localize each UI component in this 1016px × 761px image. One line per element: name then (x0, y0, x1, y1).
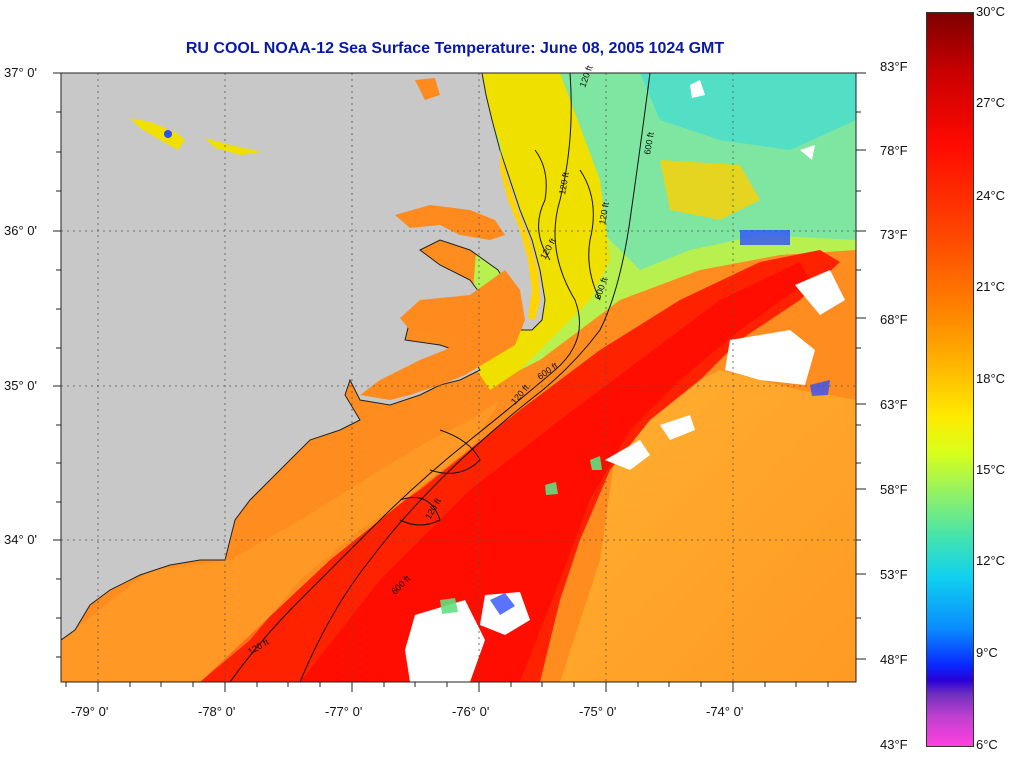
temperature-colorbar (926, 12, 974, 747)
yellow-patch-north (660, 160, 760, 220)
axis-ticks (53, 72, 866, 692)
c-label: 9°C (976, 645, 998, 660)
outer-banks (500, 150, 540, 320)
lat-label-35: 35° 0' (4, 378, 37, 393)
inland-river-north (130, 118, 185, 150)
isobath-label: 120 ft (557, 171, 571, 195)
graticule (61, 73, 856, 682)
nearshore-band (61, 400, 500, 682)
map-frame (60, 72, 857, 683)
isobath-label: 600 ft (642, 131, 656, 155)
map-title: RU COOL NOAA-12 Sea Surface Temperature:… (185, 40, 725, 57)
isobath-contours (229, 73, 651, 682)
f-label: 83°F (880, 59, 908, 74)
lat-label-36: 36° 0' (4, 223, 37, 238)
inland-lake (164, 130, 172, 138)
cloud-edges (490, 230, 830, 615)
c-label: 6°C (976, 737, 998, 752)
c-label: 30°C (976, 4, 1006, 19)
c-label: 27°C (976, 95, 1006, 110)
gulf-stream-core (300, 262, 810, 682)
f-label: 78°F (880, 143, 908, 158)
f-label: 73°F (880, 227, 908, 242)
f-label: 48°F (880, 652, 908, 667)
cloud-patches (405, 80, 845, 682)
f-label: 53°F (880, 567, 908, 582)
albemarle-sound (395, 205, 505, 240)
cloud-greens (440, 456, 602, 614)
lon-label-75: -75° 0' (579, 704, 617, 719)
c-label: 21°C (976, 279, 1006, 294)
lat-label-34: 34° 0' (4, 532, 37, 547)
lon-label-76: -76° 0' (452, 704, 490, 719)
lat-label-37: 37° 0' (4, 65, 37, 80)
f-label: 68°F (880, 312, 908, 327)
c-label: 18°C (976, 371, 1006, 386)
c-label: 15°C (976, 462, 1006, 477)
pamlico-sound (360, 270, 525, 400)
lon-label-79: -79° 0' (71, 704, 109, 719)
f-label: 63°F (880, 397, 908, 412)
inland-river-north-2 (205, 138, 262, 155)
f-label: 43°F (880, 737, 908, 752)
c-label: 24°C (976, 188, 1006, 203)
chesapeake-inlet (415, 78, 440, 100)
lon-label-74: -74° 0' (706, 704, 744, 719)
lon-label-77: -77° 0' (325, 704, 363, 719)
lon-label-78: -78° 0' (198, 704, 236, 719)
c-label: 12°C (976, 553, 1006, 568)
isobath-label: 120 ft (597, 201, 611, 225)
f-label: 58°F (880, 482, 908, 497)
